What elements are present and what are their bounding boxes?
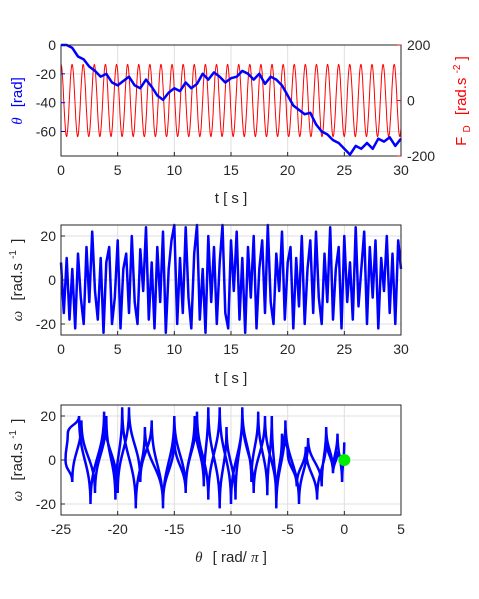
bottom-x-tick-label: -5 (281, 521, 294, 537)
omega-unit: [rad.s (9, 263, 26, 301)
middle-x-tick-label: 0 (57, 341, 65, 357)
bottom-y-label: ω [rad.s -1 ] (3, 419, 26, 502)
force-symbol: F (453, 137, 470, 146)
theta-symbol-bottom: θ (195, 550, 203, 566)
bottom-x-tick-label: -20 (108, 521, 128, 537)
middle-x-label: t [ s ] (215, 370, 248, 387)
force-unit-sup: -2 (452, 64, 463, 73)
force-subscript: D (462, 125, 473, 132)
middle-y-tick-label: -20 (36, 316, 56, 332)
top-left-y-tick-label: 0 (48, 37, 56, 53)
force-unit-close: ] (453, 56, 470, 60)
middle-panel: 0 5 10 15 20 25 30 200-20 ω [rad.s -1 ] t [ s … (3, 223, 409, 387)
omega-unit-bottom: [rad.s (9, 443, 26, 481)
middle-x-tick-label: 15 (223, 341, 239, 357)
forcing-series-line (60, 63, 402, 138)
theta-unit-close-bottom: ] (263, 549, 267, 566)
phase-trajectory-line (64, 407, 346, 509)
middle-y-tick-label: 0 (48, 272, 56, 288)
bottom-x-ticks: -25 -20 -15 -10 -5 0 5 (51, 511, 405, 537)
top-left-y-tick-label: -60 (36, 123, 56, 139)
top-left-y-label: θ [rad] (9, 77, 26, 125)
top-x-label: t [ s ] (215, 190, 248, 207)
omega-symbol-bottom: ω (10, 491, 26, 502)
bottom-panel: -25 -20 -15 -10 -5 0 5 20 0 -20 ω [rad.s -1 ] θ … (3, 404, 405, 566)
bottom-y-tick-label: 0 (48, 452, 56, 468)
phase-trajectory-path (64, 407, 346, 509)
bottom-x-tick-label: 0 (340, 521, 348, 537)
top-panel: 0 5 10 15 20 25 30 0 -20 -40 -60 200 0 -200 θ [rad]… (9, 37, 474, 207)
middle-x-tick-label: 30 (393, 341, 409, 357)
forcing-series-path (60, 63, 402, 138)
top-x-tick-label: 20 (280, 162, 296, 178)
theta-symbol: θ (10, 117, 26, 125)
theta-series-line (61, 43, 402, 156)
top-right-y-label: F D [rad.s -2 ] (447, 56, 474, 146)
omega-unit-close: ] (9, 239, 26, 243)
omega-unit-sup: -1 (8, 250, 19, 259)
theta-unit: [rad] (9, 77, 26, 107)
omega-symbol: ω (10, 311, 26, 322)
middle-y-tick-label: 20 (40, 228, 56, 244)
bottom-y-tick-label: -20 (36, 496, 56, 512)
omega-series-path (59, 223, 403, 335)
top-x-tick-label: 5 (114, 162, 122, 178)
bottom-x-tick-label: -25 (51, 521, 71, 537)
top-x-tick-label: 0 (57, 162, 65, 178)
bottom-x-tick-label: 5 (397, 521, 405, 537)
middle-y-ticks: 20 0 -20 (36, 228, 65, 332)
bottom-x-label: θ [ rad/ π ] (195, 549, 267, 566)
top-x-tick-label: 15 (223, 162, 239, 178)
bottom-x-tick-label: -10 (221, 521, 241, 537)
theta-series-path (61, 43, 402, 156)
theta-unit-bottom: [ rad/ (213, 549, 248, 566)
top-x-tick-label: 30 (393, 162, 409, 178)
top-right-y-ticks: 200 0 -200 (397, 37, 435, 164)
pi-symbol: π (251, 550, 259, 566)
top-x-tick-label: 10 (167, 162, 183, 178)
top-x-ticks: 0 5 10 15 20 25 30 (57, 152, 409, 178)
top-right-y-tick-label: 0 (407, 93, 415, 109)
top-right-y-tick-label: -200 (407, 148, 435, 164)
middle-x-tick-label: 5 (114, 341, 122, 357)
top-left-y-tick-label: -20 (36, 66, 56, 82)
bottom-y-tick-label: 20 (40, 408, 56, 424)
top-left-y-tick-label: -40 (36, 95, 56, 111)
top-right-y-tick-label: 200 (407, 37, 431, 53)
middle-x-tick-label: 10 (167, 341, 183, 357)
force-unit: [rad.s (453, 78, 470, 116)
middle-y-label: ω [rad.s -1 ] (3, 239, 26, 322)
middle-x-ticks: 0 5 10 15 20 25 30 (57, 331, 409, 357)
start-point-marker (338, 454, 351, 466)
omega-unit-sup-bottom: -1 (8, 430, 19, 439)
top-x-tick-label: 25 (337, 162, 353, 178)
middle-x-tick-label: 25 (337, 341, 353, 357)
middle-x-tick-label: 20 (280, 341, 296, 357)
bottom-y-ticks: 20 0 -20 (36, 408, 65, 512)
omega-unit-close-bottom: ] (9, 419, 26, 423)
omega-series-line (59, 223, 403, 335)
top-left-y-ticks: 0 -20 -40 -60 (36, 37, 65, 139)
bottom-x-tick-label: -15 (164, 521, 184, 537)
